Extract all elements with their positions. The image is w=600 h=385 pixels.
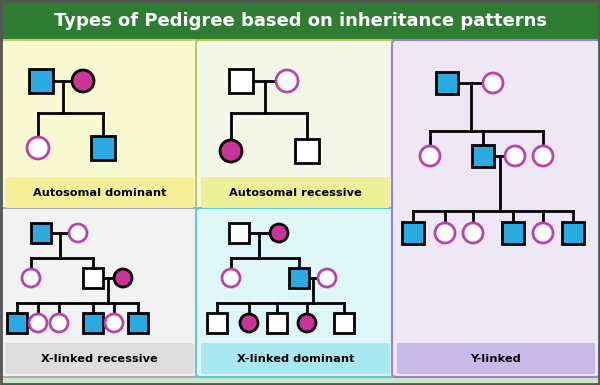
FancyBboxPatch shape: [201, 177, 390, 208]
Circle shape: [298, 314, 316, 332]
Text: Autosomal recessive: Autosomal recessive: [229, 187, 362, 198]
FancyBboxPatch shape: [196, 40, 395, 211]
Text: X-linked dominant: X-linked dominant: [237, 353, 354, 363]
FancyBboxPatch shape: [207, 313, 227, 333]
FancyBboxPatch shape: [7, 313, 27, 333]
Circle shape: [483, 73, 503, 93]
FancyBboxPatch shape: [562, 222, 584, 244]
FancyBboxPatch shape: [196, 208, 395, 377]
Circle shape: [276, 70, 298, 92]
Circle shape: [270, 224, 288, 242]
FancyBboxPatch shape: [31, 223, 51, 243]
Circle shape: [533, 223, 553, 243]
Circle shape: [533, 146, 553, 166]
FancyBboxPatch shape: [436, 72, 458, 94]
Circle shape: [505, 146, 525, 166]
FancyBboxPatch shape: [5, 177, 194, 208]
FancyBboxPatch shape: [0, 0, 600, 43]
Text: Types of Pedigree based on inheritance patterns: Types of Pedigree based on inheritance p…: [53, 12, 547, 30]
Circle shape: [240, 314, 258, 332]
FancyBboxPatch shape: [5, 343, 194, 374]
FancyBboxPatch shape: [397, 343, 595, 374]
FancyBboxPatch shape: [201, 343, 390, 374]
Circle shape: [222, 269, 240, 287]
Circle shape: [22, 269, 40, 287]
FancyBboxPatch shape: [392, 40, 600, 377]
Circle shape: [72, 70, 94, 92]
FancyBboxPatch shape: [229, 223, 249, 243]
Circle shape: [105, 314, 123, 332]
FancyBboxPatch shape: [334, 313, 354, 333]
Circle shape: [50, 314, 68, 332]
FancyBboxPatch shape: [29, 69, 53, 93]
Circle shape: [220, 140, 242, 162]
Circle shape: [420, 146, 440, 166]
Text: X-linked recessive: X-linked recessive: [41, 353, 158, 363]
FancyBboxPatch shape: [83, 268, 103, 288]
FancyBboxPatch shape: [472, 145, 494, 167]
Circle shape: [318, 269, 336, 287]
FancyBboxPatch shape: [91, 136, 115, 160]
FancyBboxPatch shape: [229, 69, 253, 93]
FancyBboxPatch shape: [295, 139, 319, 163]
Circle shape: [114, 269, 132, 287]
FancyBboxPatch shape: [502, 222, 524, 244]
Text: Autosomal dominant: Autosomal dominant: [33, 187, 166, 198]
FancyBboxPatch shape: [402, 222, 424, 244]
FancyBboxPatch shape: [0, 40, 199, 211]
FancyBboxPatch shape: [289, 268, 309, 288]
Circle shape: [29, 314, 47, 332]
Circle shape: [27, 137, 49, 159]
Text: Y-linked: Y-linked: [470, 353, 521, 363]
Circle shape: [435, 223, 455, 243]
FancyBboxPatch shape: [0, 208, 199, 377]
FancyBboxPatch shape: [267, 313, 287, 333]
FancyBboxPatch shape: [83, 313, 103, 333]
FancyBboxPatch shape: [128, 313, 148, 333]
Circle shape: [463, 223, 483, 243]
Circle shape: [69, 224, 87, 242]
